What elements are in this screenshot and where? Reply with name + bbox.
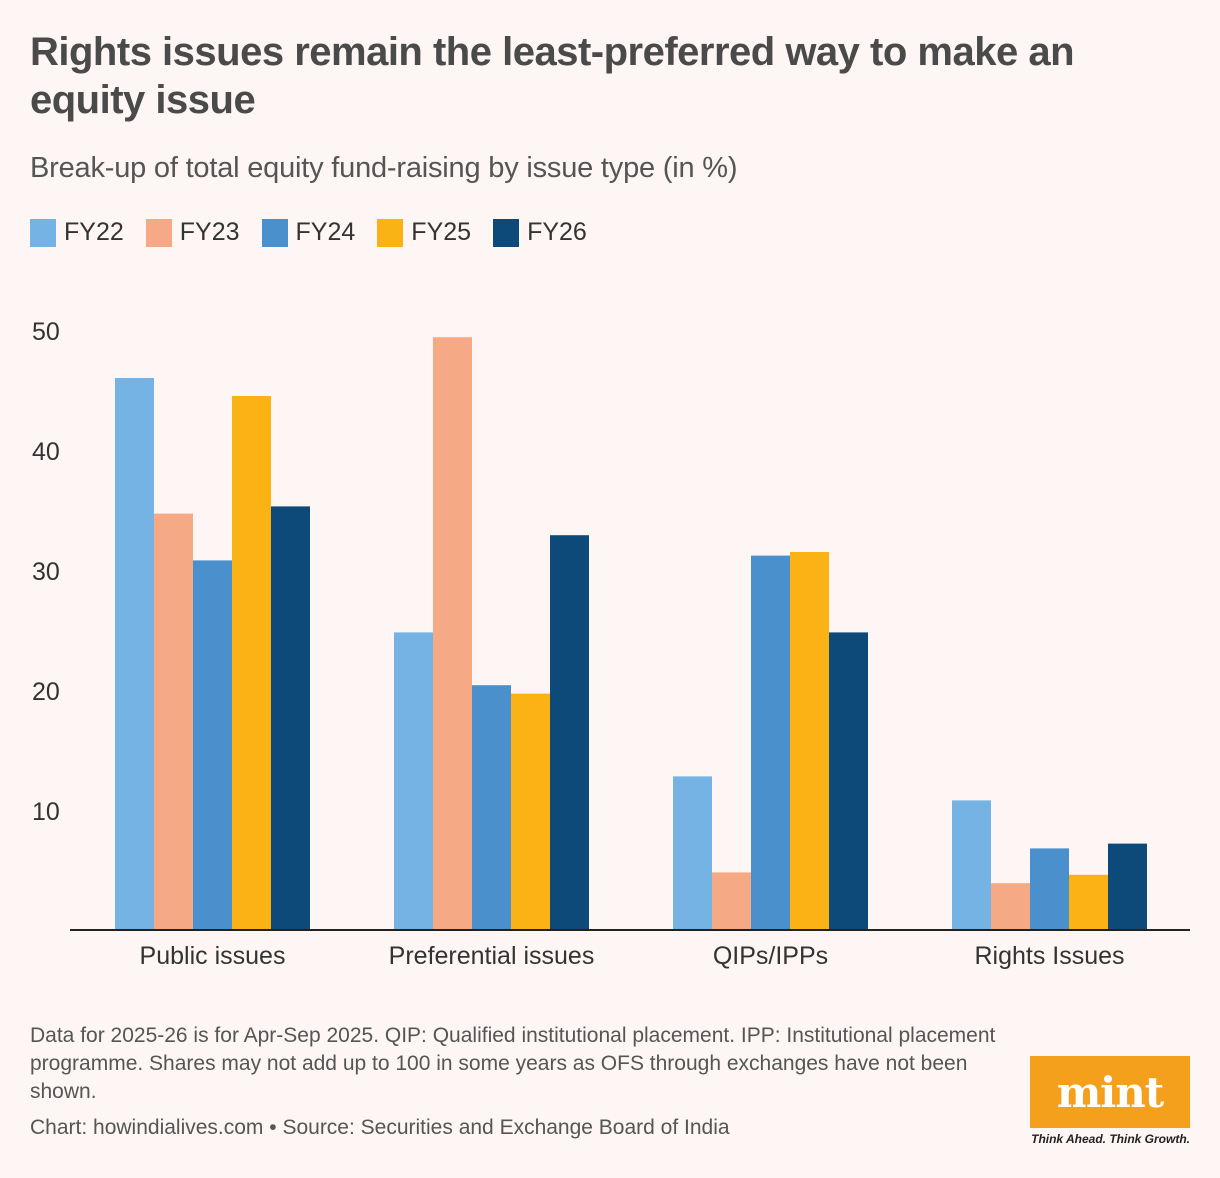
bar-chart: 10 20 30 40 50 Public issues Preferential issu… [32,318,1190,970]
bar-fy24 [193,560,232,930]
bar-fy22 [673,776,712,930]
legend-item-fy25: FY25 [377,218,471,247]
x-category-label: QIPs/IPPs [713,942,828,970]
bar-fy25 [1069,874,1108,930]
y-tick-label: 30 [32,558,60,586]
bar-fy26 [829,632,868,930]
legend-item-fy23: FY23 [145,218,240,247]
legend-label-fy22: FY22 [64,218,124,246]
y-tick-label: 50 [32,318,60,346]
bar-fy22 [952,800,991,930]
bar-fy23 [991,883,1030,930]
legend-label-fy24: FY24 [295,218,356,246]
bar-fy23 [154,513,193,930]
legend-swatch-fy23 [145,218,172,247]
footnote: Data for 2025-26 is for Apr-Sep 2025. QI… [30,1024,996,1103]
bar-fy26 [550,535,589,930]
legend-item-fy26: FY26 [493,218,587,247]
bar-fy24 [1030,848,1069,930]
chart-subtitle: Break-up of total equity fund-raising by… [30,152,738,184]
legend: FY22 FY23 FY24 FY25 FY26 [30,218,609,247]
legend-swatch-fy22 [30,218,56,247]
x-category-label: Public issues [140,942,286,970]
bar-fy23 [433,337,472,930]
legend-item-fy22: FY22 [30,218,124,247]
logo-text: mint [1056,1067,1164,1117]
y-tick-label: 20 [32,678,60,706]
legend-swatch-fy24 [261,218,288,247]
bar-fy23 [712,872,751,930]
bar-fy26 [1108,843,1147,930]
mint-logo: mint [1030,1056,1190,1128]
bar-fy24 [472,685,511,930]
legend-label-fy26: FY26 [527,218,587,246]
legend-swatch-fy26 [493,218,520,247]
legend-label-fy23: FY23 [179,218,240,246]
y-tick-label: 10 [32,798,60,826]
bar-fy25 [790,552,829,930]
source-credit: Chart: howindialives.com • Source: Secur… [30,1116,730,1139]
x-category-label: Preferential issues [389,942,595,970]
legend-swatch-fy25 [377,218,404,247]
x-category-label: Rights Issues [974,942,1124,970]
bar-fy26 [271,506,310,930]
bar-fy22 [394,632,433,930]
bar-fy25 [511,693,550,930]
bar-fy25 [232,396,271,930]
y-tick-label: 40 [32,438,60,466]
legend-label-fy25: FY25 [411,218,472,246]
bar-fy24 [751,555,790,930]
logo-tagline: Think Ahead. Think Growth. [1031,1132,1190,1146]
chart-title: Rights issues remain the least-preferred… [30,30,1075,122]
legend-item-fy24: FY24 [261,218,356,247]
bar-fy22 [115,378,154,930]
